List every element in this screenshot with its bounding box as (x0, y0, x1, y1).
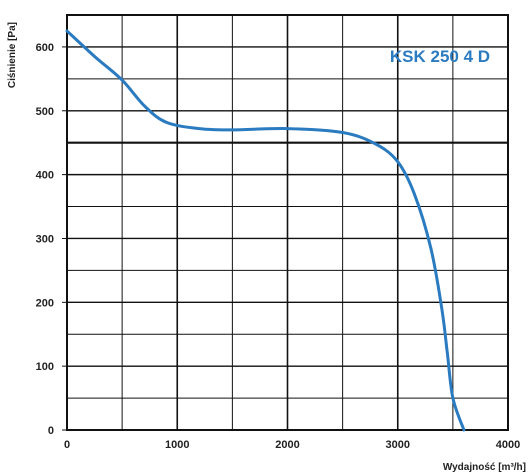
y-tick-label: 0 (48, 425, 54, 437)
plot-frame (66, 14, 509, 431)
series-line-0 (65, 29, 466, 432)
x-tick-label: 2000 (275, 439, 299, 451)
chart-title: KSK 250 4 D (390, 47, 490, 66)
y-tick-label: 200 (36, 297, 54, 309)
y-tick-labels: 0 100 200 300 400 500 600 (36, 42, 67, 437)
x-tick-label: 0 (64, 439, 70, 451)
y-tick-label: 500 (36, 106, 54, 118)
x-tick-label: 3000 (386, 439, 410, 451)
x-tick-labels: 0 1000 2000 3000 4000 (64, 439, 520, 451)
y-tick-label: 300 (36, 233, 54, 245)
x-axis-label: Wydajność [m³/h] (443, 462, 526, 473)
x-tick-label: 1000 (165, 439, 189, 451)
y-tick-label: 100 (36, 361, 54, 373)
y-axis-label: Ciśnienie [Pa] (7, 22, 18, 88)
y-tick-label: 400 (36, 170, 54, 182)
x-tick-label: 4000 (496, 439, 520, 451)
y-tick-label: 600 (36, 42, 54, 54)
grid-major (67, 15, 508, 430)
series-layer (65, 29, 466, 432)
